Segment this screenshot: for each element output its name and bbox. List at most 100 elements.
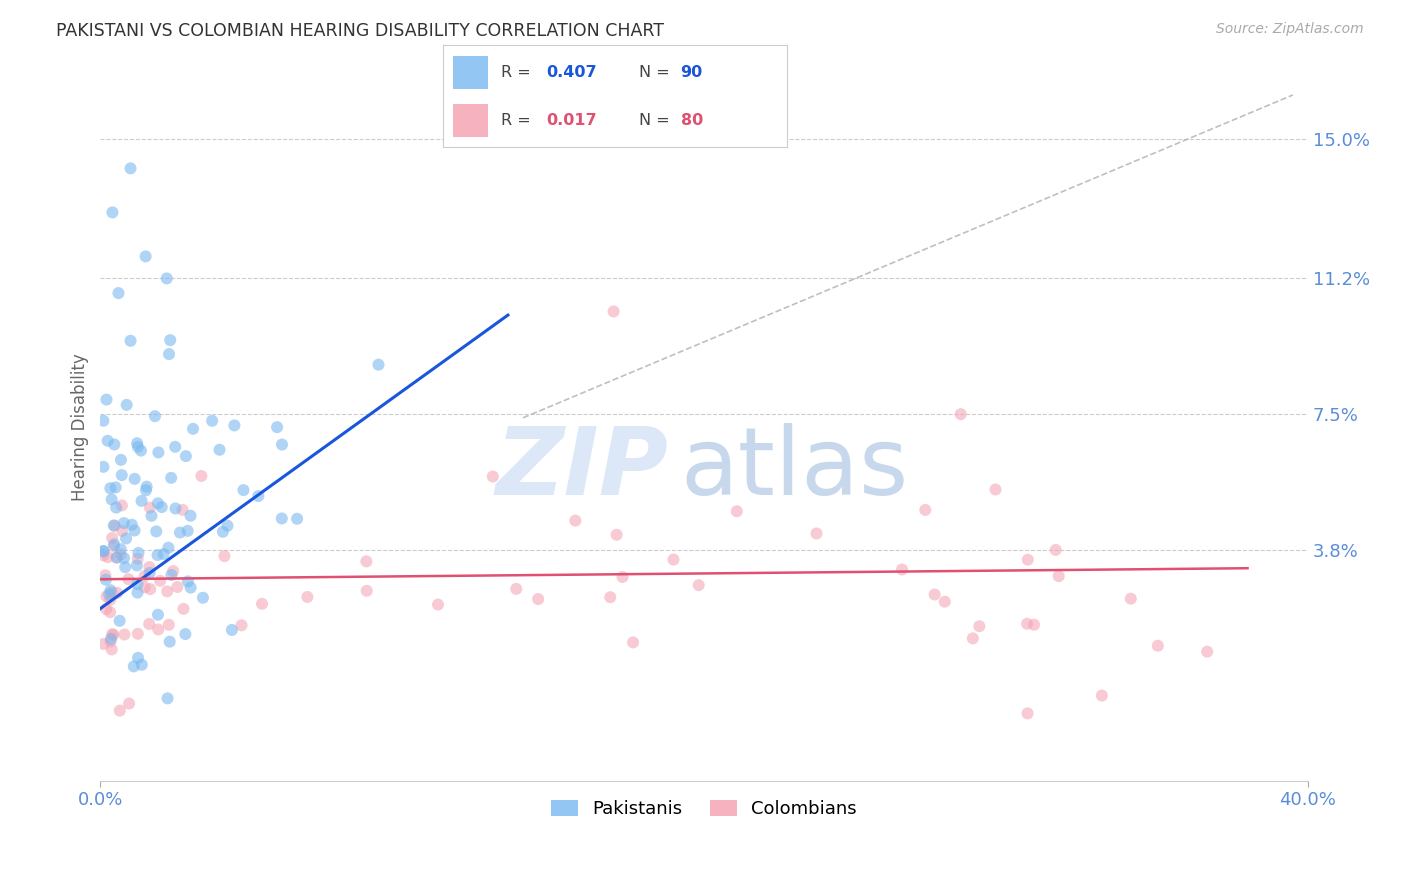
Point — [103, 628, 125, 642]
Text: R =: R = — [502, 113, 536, 128]
Point — [100, 585, 122, 599]
Text: ZIP: ZIP — [495, 424, 668, 516]
Point — [214, 549, 236, 563]
Point — [599, 591, 621, 605]
Point — [159, 333, 181, 347]
Point — [1017, 706, 1039, 721]
Point — [114, 560, 136, 574]
Point — [110, 453, 132, 467]
Point — [118, 697, 141, 711]
Point — [97, 550, 120, 565]
Point — [143, 409, 166, 424]
Legend: Pakistanis, Colombians: Pakistanis, Colombians — [544, 792, 865, 825]
Point — [1197, 645, 1219, 659]
Text: N =: N = — [640, 65, 675, 79]
Point — [103, 539, 125, 553]
Point — [120, 334, 142, 348]
Point — [111, 524, 134, 538]
Point — [1146, 639, 1168, 653]
Text: atlas: atlas — [681, 424, 908, 516]
Point — [101, 531, 124, 545]
Point — [138, 560, 160, 574]
Point — [505, 582, 527, 596]
Point — [104, 518, 127, 533]
Point — [108, 704, 131, 718]
Text: 0.407: 0.407 — [546, 65, 598, 79]
Point — [1022, 617, 1045, 632]
Point — [662, 552, 685, 566]
Point — [98, 592, 121, 607]
Point — [149, 574, 172, 588]
Point — [1017, 616, 1039, 631]
Point — [124, 524, 146, 538]
Point — [115, 398, 138, 412]
Point — [250, 597, 273, 611]
Point — [157, 541, 180, 555]
Point — [139, 500, 162, 515]
Point — [221, 623, 243, 637]
Text: 0.017: 0.017 — [546, 113, 598, 128]
Point — [177, 574, 200, 589]
Point — [148, 445, 170, 459]
Point — [112, 551, 135, 566]
Point — [148, 623, 170, 637]
Text: 80: 80 — [681, 113, 703, 128]
Point — [180, 508, 202, 523]
Point — [127, 436, 149, 450]
Point — [564, 514, 586, 528]
Point — [180, 581, 202, 595]
Point — [93, 549, 115, 563]
Point — [111, 468, 134, 483]
Point — [110, 542, 132, 557]
Point — [101, 205, 124, 219]
Point — [1091, 689, 1114, 703]
Point — [146, 548, 169, 562]
Point — [169, 525, 191, 540]
Point — [124, 472, 146, 486]
Point — [127, 551, 149, 566]
Point — [1045, 542, 1067, 557]
Point — [270, 511, 292, 525]
Point — [612, 570, 634, 584]
Point — [94, 602, 117, 616]
Point — [105, 550, 128, 565]
Point — [100, 492, 122, 507]
Point — [1047, 569, 1070, 583]
Point — [101, 627, 124, 641]
Point — [114, 627, 136, 641]
Point — [127, 440, 149, 454]
Point — [105, 586, 128, 600]
Point — [129, 443, 152, 458]
Point — [285, 512, 308, 526]
Point — [100, 642, 122, 657]
Point — [110, 548, 132, 562]
Point — [174, 449, 197, 463]
Point — [427, 598, 450, 612]
Point — [93, 414, 115, 428]
Point — [156, 584, 179, 599]
Point — [212, 524, 235, 539]
Text: PAKISTANI VS COLOMBIAN HEARING DISABILITY CORRELATION CHART: PAKISTANI VS COLOMBIAN HEARING DISABILIT… — [56, 22, 664, 40]
Point — [174, 627, 197, 641]
Point — [162, 564, 184, 578]
Point — [97, 434, 120, 448]
Point — [121, 517, 143, 532]
Point — [924, 587, 946, 601]
Point — [224, 418, 246, 433]
Point — [131, 494, 153, 508]
Point — [166, 580, 188, 594]
Point — [127, 585, 149, 599]
Point — [98, 605, 121, 619]
Point — [94, 568, 117, 582]
Point — [156, 691, 179, 706]
Point — [145, 524, 167, 539]
Point — [356, 554, 378, 568]
Point — [297, 590, 319, 604]
Point — [108, 614, 131, 628]
Point — [125, 558, 148, 573]
Point — [104, 480, 127, 494]
Point — [131, 657, 153, 672]
Text: R =: R = — [502, 65, 536, 79]
Point — [984, 483, 1007, 497]
Point — [1017, 552, 1039, 566]
